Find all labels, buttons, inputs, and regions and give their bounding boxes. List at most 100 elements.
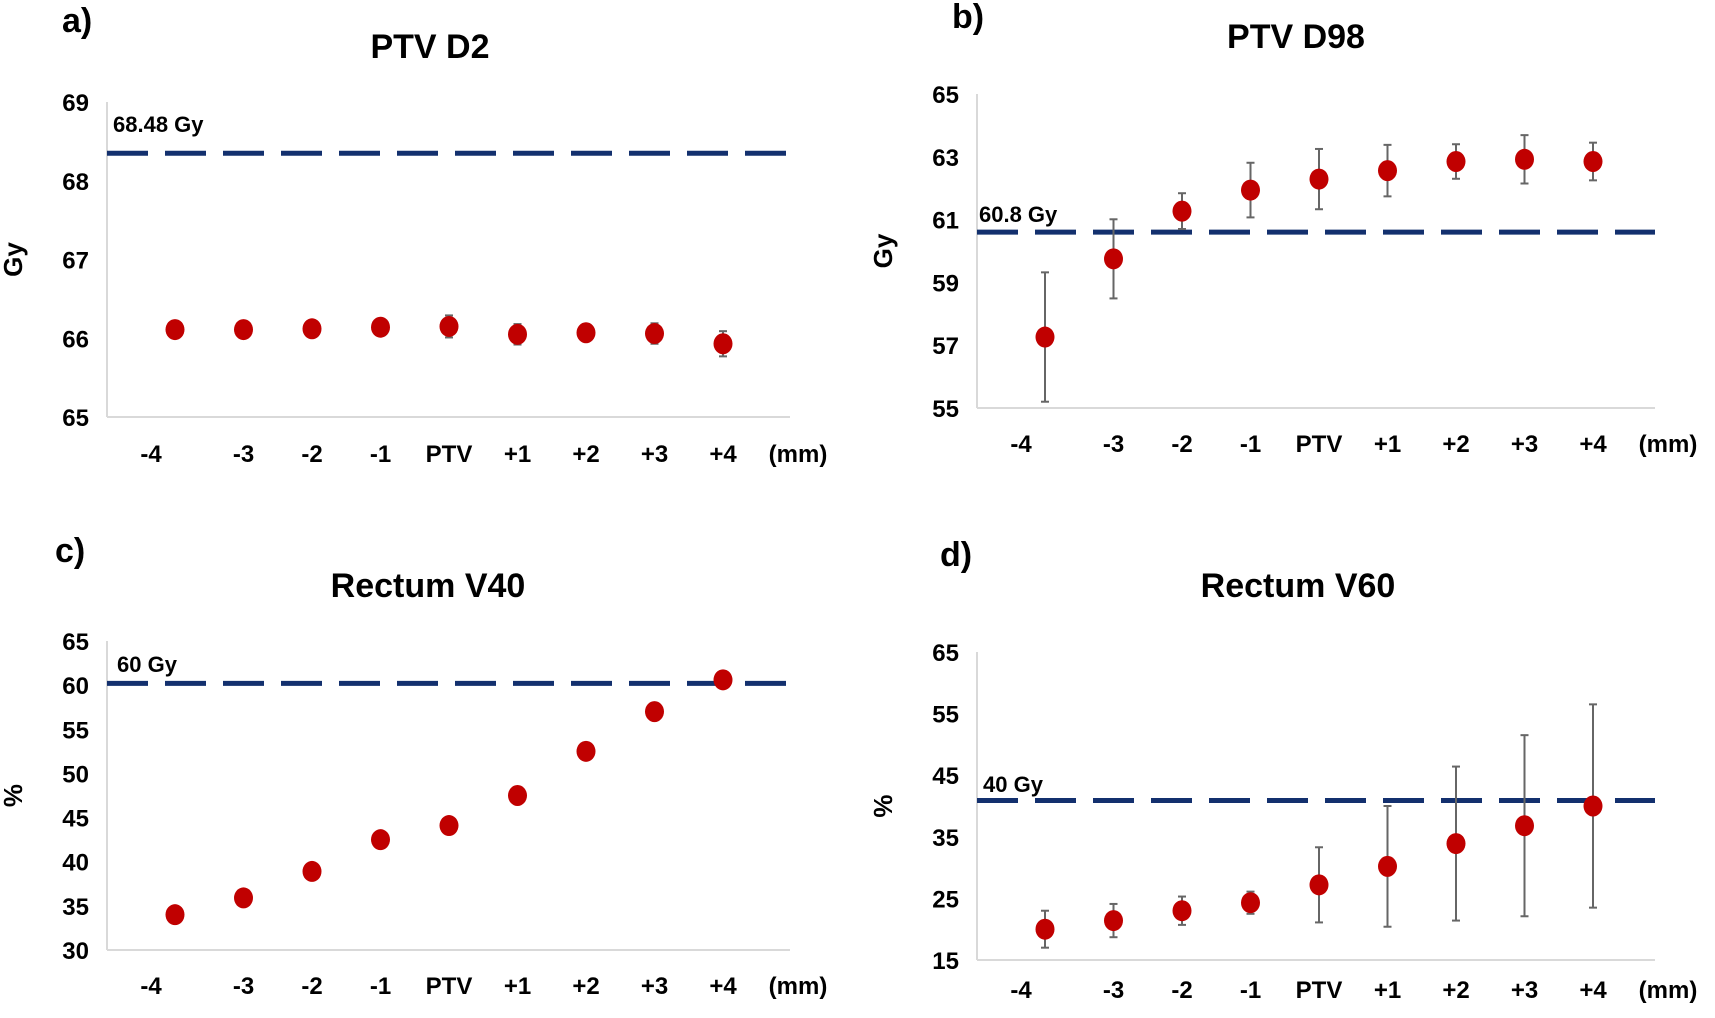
reference-label: 68.48 Gy: [113, 112, 204, 137]
data-point-group: [234, 319, 253, 341]
y-axis-label: Gy: [868, 233, 898, 268]
data-point-group: [1104, 902, 1123, 939]
data-point: [371, 829, 390, 851]
y-axis-label: Gy: [0, 242, 28, 277]
data-point: [1172, 900, 1192, 922]
data-point: [645, 701, 664, 723]
data-point: [1583, 151, 1603, 173]
data-point: [1104, 248, 1123, 270]
data-point-group: [302, 860, 322, 882]
x-tick-label: -1: [1240, 977, 1261, 1004]
y-tick-label: 25: [932, 886, 959, 913]
x-tick-label: +2: [1442, 431, 1469, 458]
x-tick-label: PTV: [1296, 431, 1343, 458]
x-tick-label: +1: [1374, 977, 1401, 1004]
y-tick-label: 65: [932, 640, 959, 667]
y-tick-label: 67: [62, 248, 89, 275]
data-point-group: [1241, 890, 1260, 915]
x-tick-label: -4: [140, 973, 162, 1000]
x-tick-label: -3: [1103, 977, 1124, 1004]
x-tick-label: +4: [1579, 977, 1607, 1004]
y-axis-label: %: [0, 784, 28, 807]
chart-title: PTV D2: [370, 28, 489, 66]
data-point-group: [1378, 143, 1397, 198]
data-point: [165, 904, 185, 926]
panel-d: d) Rectum V60% 15 25 35 45 55 65 -4 -3 -2 -1 PTV +1 +2…: [868, 536, 1697, 1004]
y-tick-label: 65: [932, 82, 959, 109]
data-point-group: [234, 887, 253, 909]
data-point-group: [1446, 765, 1466, 922]
reference-label: 40 Gy: [983, 772, 1044, 797]
data-point-group: [1378, 805, 1397, 928]
data-point: [1515, 815, 1534, 837]
data-point-group: [371, 316, 390, 338]
x-tick-label: -2: [301, 441, 322, 468]
data-point: [1515, 148, 1534, 170]
data-point-group: [302, 318, 322, 340]
data-point: [576, 322, 596, 344]
x-tick-label: +3: [641, 441, 668, 468]
y-tick-label: 55: [932, 396, 959, 423]
x-tick-label: -1: [1240, 431, 1261, 458]
y-tick-label: 68: [62, 169, 89, 196]
y-tick-label: 63: [932, 145, 959, 172]
x-unit-label: (mm): [769, 973, 828, 1000]
data-point-group: [1172, 895, 1192, 926]
panel-label: a): [62, 2, 92, 40]
y-tick-label: 15: [932, 948, 959, 975]
y-tick-label: 59: [932, 270, 959, 297]
x-tick-label: +3: [1511, 431, 1538, 458]
panel-a: a) PTV D2 Gy 65 66 67 68 69 -4 -3 -2 -1 PTV +1 +2 +3 +4 (…: [0, 2, 827, 468]
data-point-group: [645, 701, 664, 723]
data-point: [302, 318, 322, 340]
x-tick-label: +4: [709, 973, 737, 1000]
reference-label: 60.8 Gy: [979, 202, 1058, 227]
x-tick-label: -1: [370, 973, 391, 1000]
data-point: [1309, 874, 1329, 896]
data-point-group: [508, 785, 527, 806]
data-point: [165, 319, 185, 341]
y-tick-label: 55: [62, 717, 89, 744]
data-point-group: [1172, 192, 1192, 231]
x-tick-label: -2: [1171, 977, 1192, 1004]
data-point-group: [576, 740, 596, 762]
x-unit-label: (mm): [1639, 431, 1698, 458]
data-point: [576, 740, 596, 762]
data-point-group: [439, 815, 459, 837]
x-tick-label: +4: [1579, 431, 1607, 458]
data-point-group: [1241, 161, 1260, 219]
data-point-group: [508, 323, 527, 346]
data-point-group: [439, 314, 459, 339]
panel-label: b): [952, 0, 984, 36]
x-tick-label: -3: [233, 973, 254, 1000]
data-point: [234, 319, 253, 341]
data-point: [713, 669, 733, 691]
reference-label: 60 Gy: [117, 652, 178, 677]
x-tick-label: PTV: [426, 973, 473, 1000]
y-tick-label: 65: [62, 629, 89, 656]
panel-label: c): [55, 532, 85, 570]
panel-b: b) PTV D98 Gy 55 57 59 61 63 65 -4 -3 -2 -1 PTV +1 +2 +3…: [868, 0, 1697, 458]
y-tick-label: 45: [932, 763, 959, 790]
y-tick-label: 61: [932, 208, 959, 235]
x-tick-label: +4: [709, 441, 737, 468]
data-point-group: [165, 319, 185, 341]
data-point: [508, 785, 527, 806]
data-point-group: [713, 669, 733, 691]
y-tick-label: 66: [62, 326, 89, 353]
y-axis-label: %: [868, 794, 898, 817]
data-point: [439, 315, 459, 337]
chart-title: PTV D98: [1227, 18, 1365, 56]
x-tick-label: -4: [1010, 431, 1032, 458]
data-point: [439, 815, 459, 837]
data-point: [371, 316, 390, 338]
data-point: [302, 860, 322, 882]
data-point: [1035, 918, 1055, 940]
data-point: [1172, 200, 1192, 222]
data-point-group: [1309, 846, 1329, 924]
x-tick-label: -4: [140, 441, 162, 468]
data-point-group: [371, 829, 390, 851]
data-point: [508, 323, 527, 345]
data-point-group: [576, 322, 596, 344]
